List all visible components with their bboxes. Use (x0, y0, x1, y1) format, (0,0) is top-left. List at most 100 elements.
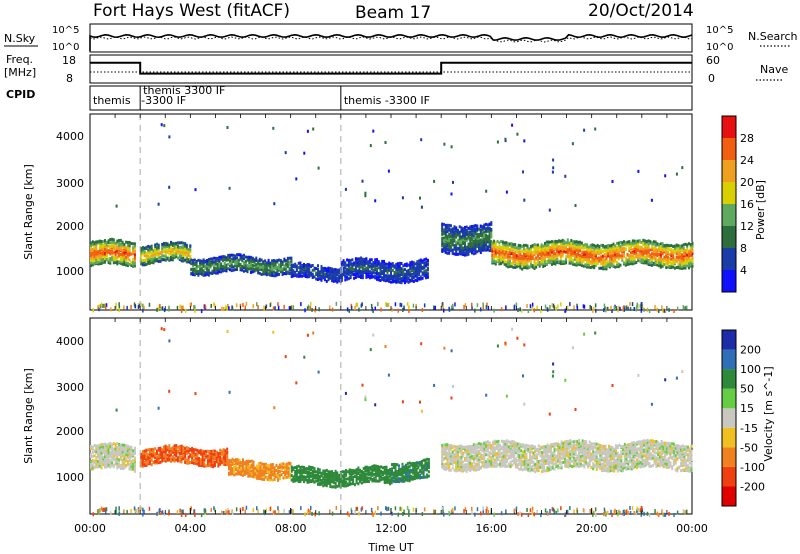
power-cell (384, 269, 387, 273)
power-cell (207, 265, 210, 269)
power-cell (519, 264, 522, 268)
power-cell (580, 250, 583, 254)
power-cell (156, 242, 158, 246)
power-cell (582, 243, 585, 247)
power-cell (580, 264, 583, 267)
power-cell (658, 253, 661, 256)
power-cell (665, 255, 668, 258)
power-cell (116, 255, 119, 259)
power-cell (384, 265, 387, 269)
power-cell (95, 245, 98, 249)
power-cell (645, 259, 648, 263)
velocity-cell (145, 448, 148, 452)
power-cell (250, 267, 252, 271)
velocity-cell (287, 466, 290, 470)
velocity-cell (449, 454, 452, 458)
power-cell (600, 266, 603, 270)
power-cell (442, 248, 445, 252)
power-cell (491, 245, 494, 249)
power-cell (221, 256, 224, 260)
power-cell (418, 270, 421, 274)
power-cell (542, 265, 545, 268)
power-cell (185, 308, 187, 313)
power-cell (236, 259, 238, 263)
velocity-cell (152, 449, 155, 453)
power-cell (173, 256, 176, 260)
power-cell (272, 264, 275, 268)
power-cell (114, 245, 117, 249)
velocity-cell (256, 474, 259, 478)
velocity-cell (382, 473, 384, 477)
velocity-cell (235, 472, 237, 476)
power-cell (239, 266, 242, 270)
power-cell (234, 256, 237, 260)
power-cell (441, 227, 444, 231)
power-cell (214, 256, 217, 260)
power-cell (656, 252, 659, 256)
power-cell (154, 255, 157, 259)
velocity-cell (245, 465, 248, 469)
velocity-cell (157, 459, 160, 463)
velocity-cell (451, 456, 454, 460)
velocity-cell (206, 454, 209, 458)
velocity-cell (257, 464, 260, 468)
power-cell (349, 262, 352, 266)
power-cell (171, 248, 174, 251)
velocity-cell (130, 464, 133, 468)
power-cell (501, 255, 504, 259)
power-cell (346, 258, 349, 262)
velocity-cell (297, 464, 300, 468)
power-cell (311, 268, 314, 272)
power-cell (455, 249, 458, 252)
power-cell (260, 268, 263, 272)
power-cell (670, 244, 673, 248)
velocity-cell (228, 461, 230, 465)
power-cell (602, 245, 604, 249)
velocity-cell (212, 460, 215, 463)
velocity-cell (465, 449, 468, 453)
power-cell (592, 308, 594, 313)
power-cell (621, 256, 624, 260)
power-cell (166, 250, 169, 254)
power-cell (354, 265, 357, 269)
power-cell (288, 306, 291, 311)
velocity-cell (469, 461, 472, 465)
power-cell (248, 255, 251, 259)
velocity-cell (415, 469, 418, 473)
power-cell (397, 264, 399, 268)
power-cell (95, 250, 98, 254)
power-cell (97, 250, 99, 254)
power-cell (449, 246, 452, 250)
power-cell (645, 261, 648, 265)
power-cell (262, 266, 265, 270)
velocity-cell (121, 448, 124, 452)
power-cell (173, 242, 176, 246)
power-cell (185, 257, 188, 261)
power-cell (283, 272, 286, 275)
velocity-cell (339, 479, 342, 483)
freq-panel (89, 54, 693, 84)
power-cell (684, 256, 687, 260)
velocity-cell (469, 464, 472, 468)
power-cell (325, 273, 328, 277)
power-cell (481, 239, 484, 243)
cpid-label: CPID (6, 88, 35, 101)
power-cell (367, 265, 370, 269)
power-cell (469, 242, 472, 246)
power-cell (361, 274, 364, 278)
power-cell (478, 227, 480, 231)
power-cell (274, 265, 277, 269)
velocity-cell (173, 459, 176, 463)
velocity-cell (460, 457, 463, 461)
power-cell (267, 258, 270, 262)
power-cell (442, 222, 445, 226)
power-cell (474, 247, 477, 251)
power-cell (515, 250, 518, 253)
velocity-cell (406, 469, 409, 472)
power-cell (301, 271, 304, 275)
power-cell (388, 278, 391, 282)
power-cell (602, 261, 604, 265)
velocity-cell (213, 452, 216, 456)
velocity-cell (263, 473, 266, 477)
power-cell (684, 261, 687, 265)
